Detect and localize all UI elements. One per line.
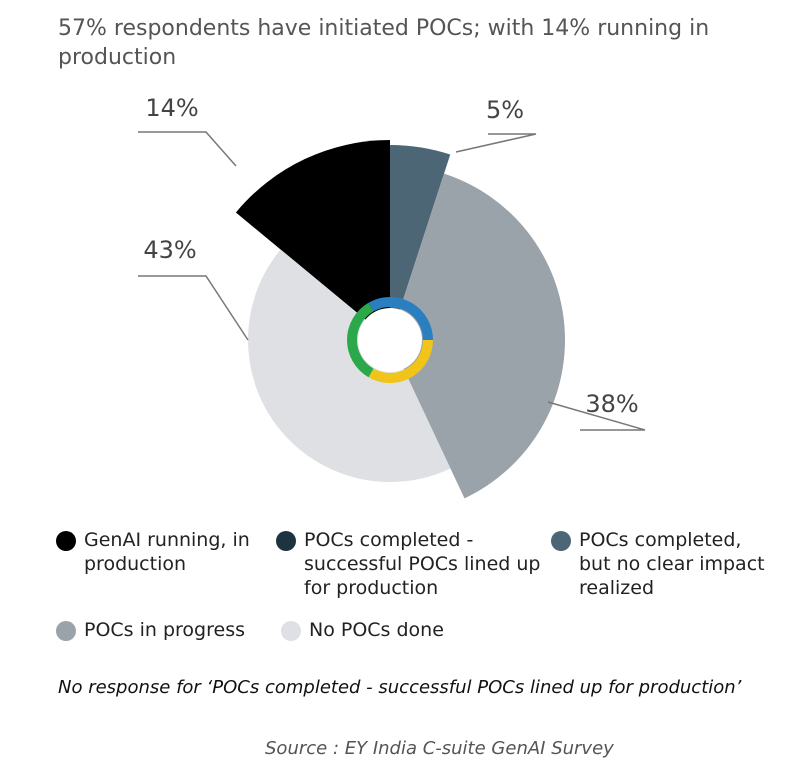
leader-line	[455, 133, 537, 153]
chart-title: 57% respondents have initiated POCs; wit…	[58, 16, 710, 70]
center-ring	[368, 297, 433, 341]
leader-line	[138, 275, 249, 341]
value-label: 5%	[486, 96, 524, 124]
legend-item: GenAI running, in production	[56, 528, 276, 600]
legend-label: POCs completed - successful POCs lined u…	[304, 529, 541, 599]
legend-swatch	[276, 531, 296, 551]
slice	[390, 173, 565, 499]
center-ring	[368, 339, 433, 383]
value-label: 38%	[585, 390, 638, 418]
legend-item: POCs completed - successful POCs lined u…	[276, 528, 551, 600]
legend-swatch	[56, 621, 76, 641]
source: Source : EY India C-suite GenAI Survey	[265, 738, 614, 759]
center-ring	[347, 302, 374, 378]
slice	[248, 249, 451, 482]
slice	[235, 140, 390, 340]
note: No response for ‘POCs completed - succes…	[58, 677, 742, 698]
legend-label: No POCs done	[309, 619, 444, 641]
legend-swatch	[551, 531, 571, 551]
value-label: 14%	[145, 94, 198, 122]
legend-swatch	[281, 621, 301, 641]
legend-item: POCs in progress	[56, 618, 281, 642]
legend-label: POCs in progress	[84, 619, 245, 641]
leader-line	[547, 401, 646, 431]
value-label: 43%	[143, 236, 196, 264]
leader-line	[138, 131, 237, 167]
legend-label: POCs completed, but no clear impact real…	[579, 529, 765, 599]
legend-item: POCs completed, but no clear impact real…	[551, 528, 771, 600]
legend: GenAI running, in production POCs complet…	[56, 528, 776, 642]
slice	[390, 145, 451, 340]
legend-item: No POCs done	[281, 618, 501, 642]
center-hole	[358, 308, 422, 372]
legend-swatch	[56, 531, 76, 551]
legend-label: GenAI running, in production	[84, 529, 250, 575]
